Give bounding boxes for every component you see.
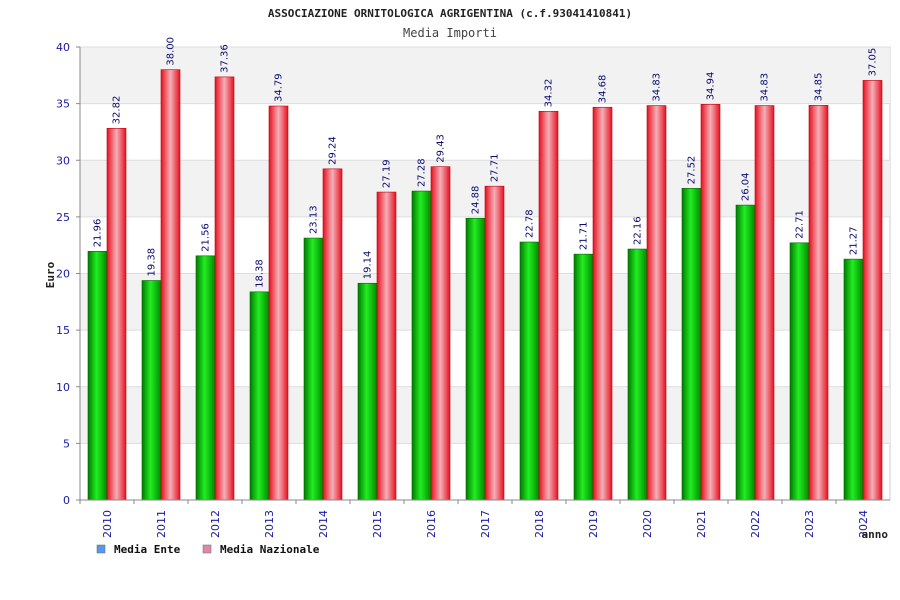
y-tick-label: 10 <box>56 381 70 394</box>
y-tick-label: 5 <box>63 437 70 450</box>
data-label: 34.32 <box>544 79 555 108</box>
bar-media-nazionale <box>106 128 127 501</box>
data-label: 21.27 <box>849 226 860 255</box>
x-tick-label: 2012 <box>209 510 222 538</box>
y-tick-label: 40 <box>56 41 70 54</box>
data-label: 27.71 <box>490 154 501 183</box>
bar-media-nazionale <box>268 105 289 501</box>
bar-media-nazionale <box>322 168 343 501</box>
data-label: 34.85 <box>814 73 825 102</box>
data-label: 21.71 <box>579 221 590 250</box>
bar-media-ente <box>465 217 486 501</box>
bar-media-nazionale <box>754 105 775 501</box>
x-tick-label: 2014 <box>317 510 330 538</box>
legend-label: Media Nazionale <box>220 543 320 556</box>
bar-media-ente <box>735 204 756 501</box>
bar-media-ente <box>789 242 810 501</box>
data-label: 27.28 <box>417 158 428 187</box>
bar-media-ente <box>303 237 324 501</box>
y-tick-label: 25 <box>56 211 70 224</box>
data-label: 34.94 <box>706 72 717 101</box>
legend-swatch <box>202 544 212 554</box>
x-tick-label: 2013 <box>263 510 276 538</box>
data-label: 29.24 <box>328 136 339 165</box>
bar-media-nazionale <box>862 80 883 501</box>
bar-media-ente <box>357 282 378 501</box>
y-tick-label: 20 <box>56 268 70 281</box>
bar-media-ente <box>573 253 594 501</box>
x-tick-label: 2022 <box>749 510 762 538</box>
data-label: 27.52 <box>687 156 698 185</box>
y-axis-label: Euro <box>44 261 57 288</box>
data-label: 23.13 <box>309 205 320 234</box>
bar-media-nazionale <box>160 69 181 501</box>
bar-media-nazionale <box>808 105 829 501</box>
bar-media-ente <box>141 280 162 501</box>
data-label: 18.38 <box>255 259 266 288</box>
bar-media-nazionale <box>646 105 667 501</box>
x-tick-label: 2015 <box>371 510 384 538</box>
data-label: 21.96 <box>93 219 104 248</box>
x-axis-label: anno <box>862 528 889 541</box>
x-tick-label: 2016 <box>425 510 438 538</box>
x-tick-label: 2019 <box>587 510 600 538</box>
data-label: 22.78 <box>525 209 536 238</box>
bar-media-ente <box>519 241 540 501</box>
data-label: 34.68 <box>598 75 609 104</box>
x-tick-label: 2017 <box>479 510 492 538</box>
data-label: 34.83 <box>652 73 663 102</box>
data-label: 37.05 <box>868 48 879 77</box>
legend-label: Media Ente <box>114 543 181 556</box>
data-label: 21.56 <box>201 223 212 252</box>
bar-media-nazionale <box>484 185 505 501</box>
bar-media-ente <box>87 251 108 501</box>
x-tick-label: 2024 <box>857 510 870 538</box>
data-label: 34.79 <box>274 73 285 102</box>
data-label: 27.19 <box>382 159 393 188</box>
bar-media-ente <box>195 255 216 501</box>
data-label: 26.04 <box>741 172 752 201</box>
chart-subtitle: Media Importi <box>403 26 497 40</box>
x-tick-label: 2020 <box>641 510 654 538</box>
x-tick-label: 2011 <box>155 510 168 538</box>
x-tick-label: 2021 <box>695 510 708 538</box>
data-label: 38.00 <box>166 37 177 66</box>
bar-media-ente <box>249 291 270 501</box>
data-label: 19.38 <box>147 248 158 277</box>
data-label: 37.36 <box>220 44 231 73</box>
bar-media-nazionale <box>592 106 613 501</box>
chart-title: ASSOCIAZIONE ORNITOLOGICA AGRIGENTINA (c… <box>268 7 632 20</box>
data-label: 24.88 <box>471 186 482 215</box>
data-label: 19.14 <box>363 251 374 280</box>
bar-media-nazionale <box>538 111 559 501</box>
data-label: 22.16 <box>633 216 644 245</box>
y-tick-label: 0 <box>63 494 70 507</box>
bar-media-nazionale <box>430 166 451 501</box>
y-tick-label: 15 <box>56 324 70 337</box>
data-label: 32.82 <box>112 96 123 125</box>
y-tick-label: 30 <box>56 154 70 167</box>
y-tick-label: 35 <box>56 98 70 111</box>
x-tick-label: 2010 <box>101 510 114 538</box>
bar-media-nazionale <box>376 191 397 501</box>
data-label: 34.83 <box>760 73 771 102</box>
x-tick-label: 2023 <box>803 510 816 538</box>
bar-media-nazionale <box>700 104 721 501</box>
bar-media-ente <box>627 248 648 501</box>
bar-media-nazionale <box>214 76 235 501</box>
bar-media-ente <box>411 190 432 501</box>
bar-media-ente <box>681 188 702 501</box>
legend: Media Ente Media Nazionale <box>96 543 320 556</box>
data-label: 22.71 <box>795 210 806 239</box>
bar-media-ente <box>843 258 864 501</box>
data-label: 29.43 <box>436 134 447 163</box>
legend-swatch <box>96 544 106 554</box>
x-tick-label: 2018 <box>533 510 546 538</box>
